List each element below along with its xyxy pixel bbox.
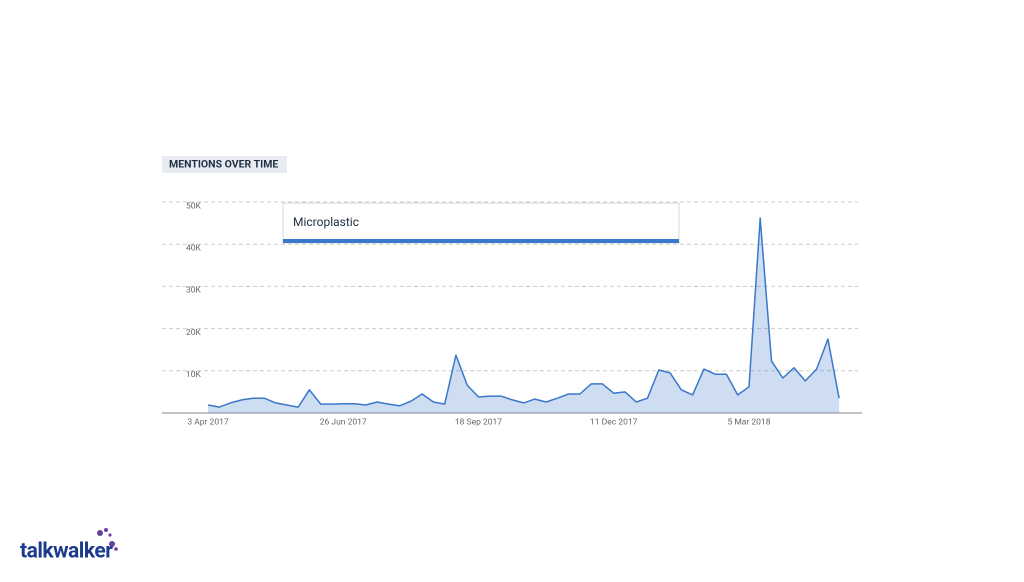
y-tick-label: 50K — [186, 201, 202, 211]
logo-icon — [97, 528, 118, 551]
logo-dot — [108, 533, 112, 537]
x-tick-label: 18 Sep 2017 — [455, 417, 502, 427]
y-tick-label: 20K — [186, 328, 202, 338]
y-tick-label: 40K — [186, 243, 202, 253]
logo-dot — [109, 541, 115, 547]
x-tick-label: 11 Dec 2017 — [590, 417, 638, 427]
legend-swatch — [283, 239, 679, 243]
legend: Microplastic — [282, 202, 680, 244]
logo-dot — [104, 528, 108, 532]
legend-box — [282, 202, 680, 244]
y-tick-label: 10K — [186, 370, 202, 380]
title-background — [162, 156, 287, 173]
logo-dot — [97, 530, 103, 536]
chart-title: MENTIONS OVER TIME — [169, 157, 278, 170]
y-tick-label: 30K — [186, 286, 202, 296]
line — [207, 217, 840, 408]
x-tick-label: 5 Mar 2018 — [727, 417, 770, 427]
legend-label: Microplastic — [293, 215, 359, 229]
area — [208, 218, 840, 413]
x-tick-label: 3 Apr 2017 — [187, 417, 229, 427]
logo: talkwalker — [20, 540, 113, 564]
logo-dot — [114, 547, 118, 551]
x-tick-label: 26 Jun 2017 — [320, 417, 367, 427]
